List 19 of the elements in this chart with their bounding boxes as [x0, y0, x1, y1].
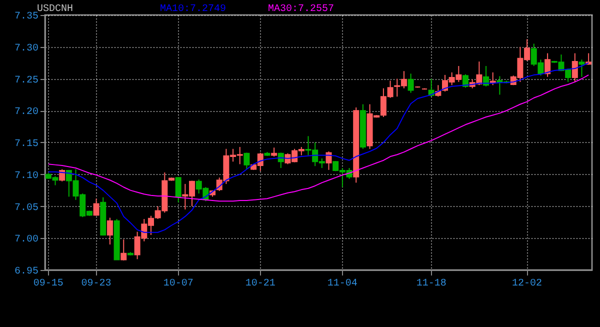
x-tick-label: 10-07 — [163, 278, 194, 290]
y-tick-label: 7.35 — [14, 12, 38, 22]
x-tick-label: 09-23 — [81, 278, 112, 290]
y-tick-label: 7.25 — [14, 75, 38, 86]
y-tick-label: 6.95 — [14, 266, 38, 278]
y-tick-label: 7.00 — [14, 234, 38, 246]
text: MA30:7.2557 — [268, 4, 334, 15]
x-tick-label: 11-18 — [416, 278, 446, 290]
x-tick-label: 09-15 — [33, 278, 64, 290]
x-tick-label: 10-21 — [245, 278, 276, 290]
chart-title: USDCNH — [37, 4, 74, 15]
y-tick-label: 7.10 — [14, 170, 38, 182]
y-tick-label: 7.15 — [14, 139, 38, 150]
x-tick-label: 11-04 — [327, 278, 358, 290]
y-tick-label: 7.30 — [14, 43, 38, 54]
y-tick-label: 7.05 — [14, 202, 38, 214]
y-tick-label: 7.20 — [14, 107, 38, 118]
text: MA10:7.2749 — [160, 4, 226, 15]
x-tick-label: 12-02 — [512, 278, 542, 290]
